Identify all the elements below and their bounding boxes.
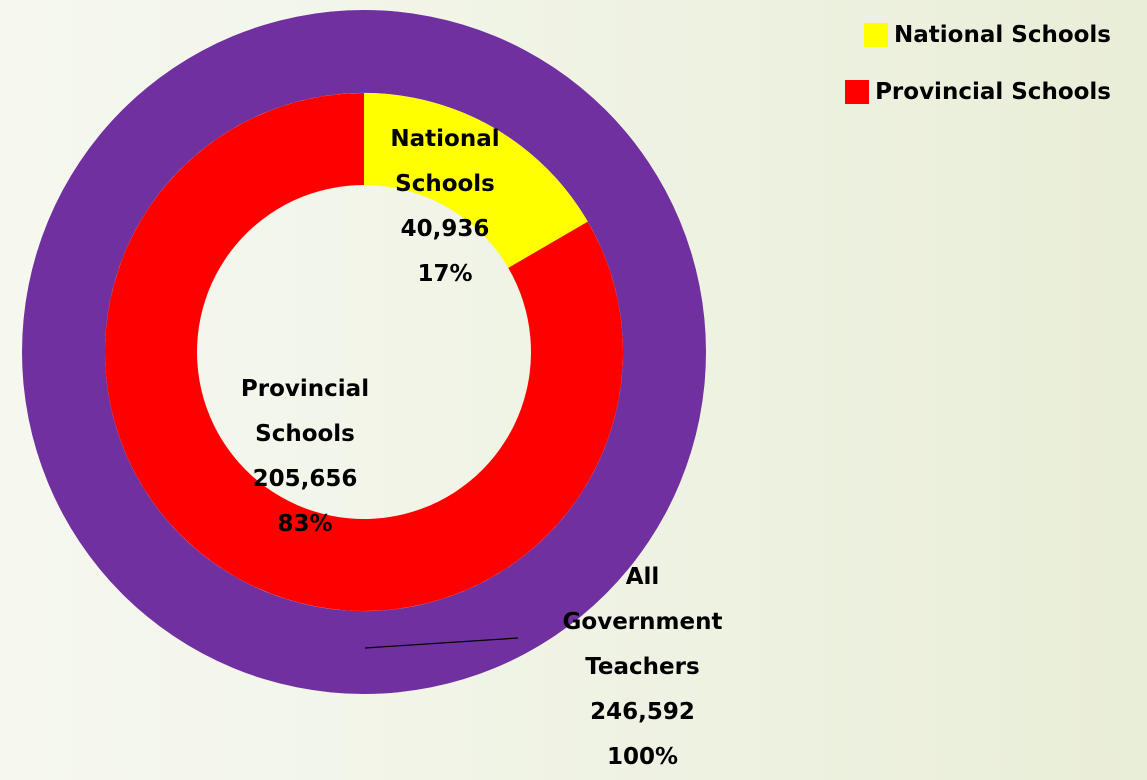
inner-segment xyxy=(364,93,588,268)
category-name: National Schools xyxy=(390,126,500,197)
outer-value-label: 246,592 xyxy=(590,699,695,725)
percent-label: 17% xyxy=(417,261,473,287)
category-name: Provincial Schools xyxy=(240,376,370,447)
outer-percent-label: 100% xyxy=(606,744,679,770)
chart xyxy=(22,10,706,694)
leader-line xyxy=(364,637,519,649)
percent-label: 83% xyxy=(277,511,333,537)
legend-swatch xyxy=(845,80,870,104)
value-label: 205,656 xyxy=(252,466,358,492)
rings xyxy=(22,10,706,694)
legend-item: National Schools xyxy=(864,22,1111,48)
outer-name: All Government Teachers xyxy=(562,564,723,680)
segment-label: Provincial Schools 205,656 83% xyxy=(215,367,395,547)
legend-label: Provincial Schools xyxy=(875,79,1111,105)
outer-label: All Government Teachers 246,592 100% xyxy=(555,555,730,780)
legend-label: National Schools xyxy=(894,22,1111,48)
segment-label: National Schools 40,936 17% xyxy=(370,117,520,297)
inner-segment xyxy=(105,93,623,611)
legend-swatch xyxy=(864,23,889,47)
value-label: 40,936 xyxy=(400,216,490,242)
legend-item: Provincial Schools xyxy=(845,79,1111,105)
